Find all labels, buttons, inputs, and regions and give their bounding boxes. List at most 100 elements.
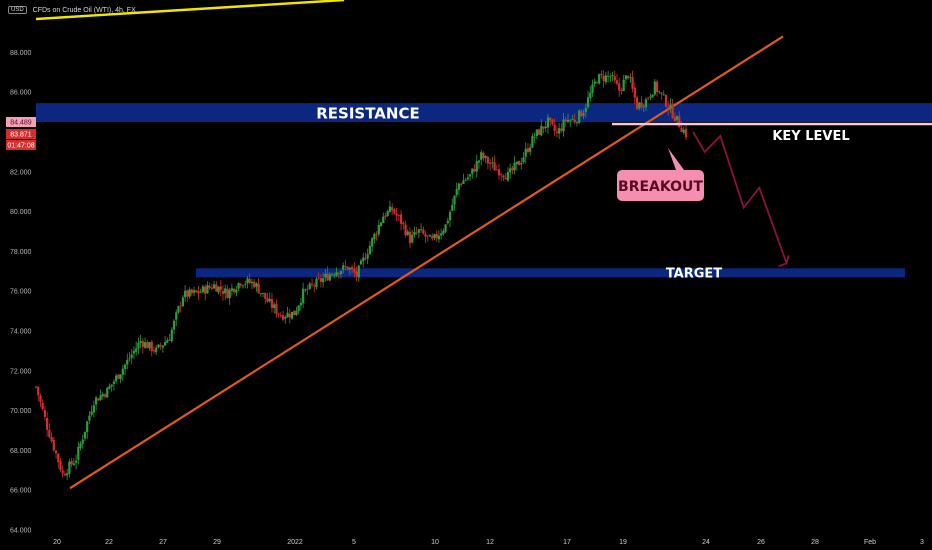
candle-body [522, 157, 525, 163]
candle-body [526, 148, 530, 152]
candle-body [333, 274, 336, 276]
candle-body [126, 359, 129, 365]
candle-body [555, 131, 558, 133]
candle-body [602, 75, 605, 81]
candle-body [537, 129, 541, 135]
ascending-trendline [69, 35, 784, 490]
candle-body [157, 344, 160, 348]
candle-body [268, 298, 271, 302]
candle-body [638, 102, 641, 109]
candle-body [188, 289, 191, 297]
candle-body [513, 162, 516, 171]
x-tick-label: 17 [563, 539, 571, 546]
candle-body [393, 209, 396, 214]
candle-body [177, 306, 180, 313]
key-level-label: KEY LEVEL [772, 129, 849, 144]
candle-body [348, 267, 351, 270]
candle-body [446, 220, 449, 224]
candle-body [578, 110, 581, 123]
candle-body [680, 127, 683, 133]
candle-body [253, 281, 256, 288]
candle-body [611, 75, 614, 77]
candle-body [675, 115, 679, 121]
candle-body [411, 234, 414, 243]
candle-body [593, 81, 596, 84]
candle-body [264, 292, 267, 299]
candle-body [119, 374, 122, 380]
candle-body [406, 231, 409, 236]
zone-target [196, 268, 905, 278]
candle-body [515, 161, 518, 165]
currency-badge[interactable]: USD [8, 6, 27, 14]
candle-body [337, 273, 340, 275]
candle-body [164, 342, 167, 346]
candle-body [495, 169, 498, 171]
candle-body [500, 174, 503, 176]
candle-body [215, 284, 218, 292]
candle-body [480, 152, 483, 160]
y-tick-label: 72.000 [10, 368, 32, 375]
y-tick-label: 74.000 [10, 329, 32, 336]
candle-body [288, 313, 291, 318]
candle-body [132, 350, 136, 354]
candle-body [462, 180, 465, 184]
candle-body [460, 183, 463, 185]
candle-body [63, 473, 67, 476]
candle-body [529, 147, 532, 152]
candle-body [79, 443, 82, 449]
candle-body [308, 283, 311, 289]
candle-body [186, 290, 189, 297]
candle-body [322, 278, 325, 283]
candle-body [54, 450, 58, 454]
candle-body [342, 265, 345, 270]
y-tick-label: 82.000 [10, 169, 32, 176]
candle-body [397, 215, 400, 216]
candle-body [486, 157, 489, 164]
candle-body [580, 111, 583, 117]
candle-body [484, 156, 487, 159]
candle-body [317, 277, 320, 279]
candle-body [141, 341, 144, 347]
candle-body [168, 339, 171, 341]
breakout-label: BREAKOUT [618, 179, 703, 195]
x-tick-label: 10 [431, 539, 439, 546]
candle-body [420, 228, 423, 230]
projection-arrowhead [778, 255, 790, 268]
candle-body [444, 224, 447, 232]
candle-body [584, 107, 587, 113]
candle-body [121, 368, 124, 375]
candle-body [655, 81, 659, 92]
candle-body [206, 285, 209, 294]
candle-body [627, 75, 630, 79]
candle-body [511, 167, 514, 171]
candle-body [442, 230, 445, 235]
candle-body [366, 254, 369, 259]
candle-body [208, 285, 211, 288]
candle-body [66, 473, 69, 476]
candle-body [386, 211, 389, 216]
candle-body [426, 235, 429, 237]
candle-body [586, 97, 590, 107]
candle-body [424, 233, 427, 237]
candle-body [535, 129, 538, 137]
x-tick-label: 2022 [287, 539, 303, 546]
candle-body [520, 163, 523, 165]
price-badge [6, 117, 36, 127]
candle-body [270, 299, 274, 308]
candle-body [591, 84, 594, 94]
candle-body [248, 278, 251, 283]
candle-body [482, 152, 485, 159]
candle-body [328, 274, 331, 281]
candle-body [155, 347, 158, 353]
x-tick-label: 5 [352, 539, 356, 546]
candle-body [664, 95, 668, 107]
candle-body [290, 311, 294, 319]
candle-body [362, 257, 365, 262]
candle-body [455, 188, 458, 196]
candle-body [112, 381, 116, 384]
candle-body [326, 273, 329, 281]
candle-body [353, 268, 356, 273]
candle-body [299, 302, 302, 306]
symbol-title: CFDs on Crude Oil (WTI), 4h, FX [32, 6, 136, 14]
